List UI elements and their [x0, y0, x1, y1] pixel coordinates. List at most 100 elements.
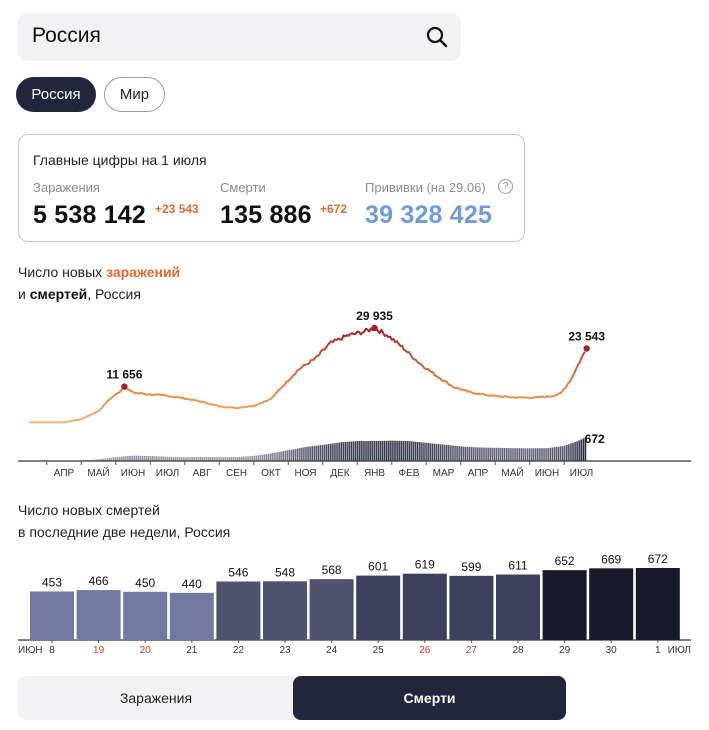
death-bar — [288, 450, 291, 461]
death-bar — [98, 459, 100, 461]
death-bar — [485, 447, 487, 461]
death-bar — [243, 456, 245, 461]
death-bar — [327, 444, 330, 461]
x-tick-label: 1 — [655, 645, 661, 656]
death-bar — [263, 581, 307, 640]
death-bar — [100, 458, 102, 461]
tab-infections[interactable]: Заражения — [18, 676, 294, 720]
death-bar — [450, 445, 452, 461]
death-bar — [263, 454, 266, 461]
death-bar — [387, 440, 390, 461]
bar-value-label: 611 — [508, 559, 527, 573]
death-bar — [477, 447, 479, 461]
death-bar — [180, 457, 183, 461]
death-bar — [216, 581, 261, 640]
bar-value-label: 453 — [42, 575, 62, 589]
death-bar — [354, 441, 357, 461]
death-bar — [489, 447, 492, 461]
x-tick-label: ИЮЛ — [156, 468, 179, 479]
death-bar — [183, 457, 185, 461]
x-tick-label: ИЮН — [121, 468, 146, 479]
search-input[interactable]: Россия — [32, 24, 101, 47]
infections-line — [29, 327, 586, 424]
death-bar — [203, 457, 206, 461]
death-bar — [189, 457, 191, 461]
death-bar — [439, 444, 442, 461]
death-bar — [472, 447, 475, 461]
death-bar — [483, 447, 485, 461]
peak-marker — [121, 383, 128, 390]
death-bar — [365, 441, 367, 461]
x-tick-label: АПР — [54, 468, 75, 479]
chip-world[interactable]: Мир — [104, 77, 165, 112]
x-tick-label: ИЮЛ — [570, 468, 593, 479]
death-bar — [131, 455, 133, 461]
death-bar — [452, 445, 454, 461]
bar-value-label: 548 — [275, 565, 295, 579]
death-bar — [392, 440, 394, 461]
death-bar — [108, 457, 111, 461]
death-bar — [487, 447, 489, 461]
death-bar — [118, 456, 121, 461]
death-bar — [147, 455, 150, 461]
death-bar — [145, 455, 148, 461]
death-bar — [449, 575, 494, 640]
infections-label: Заражения — [33, 180, 100, 195]
death-bar — [220, 457, 222, 461]
death-bar — [265, 454, 268, 461]
death-bar — [261, 454, 264, 461]
x-tick-label: ОКТ — [261, 468, 281, 479]
infections-value: 5 538 142 — [33, 201, 147, 229]
death-bar — [286, 450, 289, 461]
deaths-delta: +672 — [320, 202, 348, 216]
death-bar — [298, 448, 301, 461]
death-bar — [539, 448, 541, 461]
death-bar — [309, 446, 311, 461]
death-bar — [458, 446, 460, 461]
death-bar — [466, 446, 469, 461]
death-bar — [214, 457, 216, 461]
peak-marker — [371, 324, 378, 332]
death-bar — [383, 440, 386, 461]
death-bar — [207, 457, 210, 461]
x-tick-label: СЕН — [226, 468, 247, 479]
infections-delta: +23 543 — [155, 202, 199, 216]
death-bar — [154, 456, 156, 461]
x-tick-label: 28 — [512, 645, 524, 656]
death-bar — [553, 447, 556, 461]
search-bar[interactable]: Россия — [18, 13, 461, 61]
x-tick-label: АВГ — [193, 468, 212, 479]
chip-label: Мир — [119, 86, 150, 103]
death-bar — [530, 448, 533, 461]
death-bar — [135, 455, 138, 461]
death-bar — [491, 447, 494, 461]
death-bar — [338, 442, 340, 461]
death-bar — [344, 441, 347, 461]
bar-value-label: 652 — [555, 554, 575, 568]
death-bar — [201, 457, 204, 461]
death-bar — [120, 456, 123, 461]
tab-deaths[interactable]: Смерти — [293, 676, 566, 720]
death-bar — [377, 440, 380, 461]
death-bar — [278, 451, 280, 461]
tab-label: Заражения — [119, 690, 193, 706]
bar-value-label: 440 — [182, 577, 202, 591]
death-bar — [30, 591, 74, 640]
search-icon[interactable] — [425, 25, 449, 49]
x-tick-label: НОЯ — [294, 468, 316, 479]
death-bar — [129, 455, 131, 461]
x-tick-label: АПР — [468, 468, 489, 479]
help-icon[interactable]: ? — [498, 179, 513, 194]
chart2-title-line2: в последние две недели, Россия — [18, 524, 231, 540]
death-bar — [402, 440, 405, 461]
chip-russia[interactable]: Россия — [16, 77, 96, 112]
death-bar — [448, 445, 450, 461]
death-bar — [222, 457, 224, 461]
death-bar — [274, 452, 276, 461]
death-bar — [197, 457, 200, 461]
chart1-title-bold: смертей — [29, 286, 88, 302]
help-icon-glyph: ? — [502, 181, 509, 192]
death-bar — [350, 441, 353, 461]
death-bar — [309, 579, 354, 640]
peak-marker — [583, 345, 590, 352]
